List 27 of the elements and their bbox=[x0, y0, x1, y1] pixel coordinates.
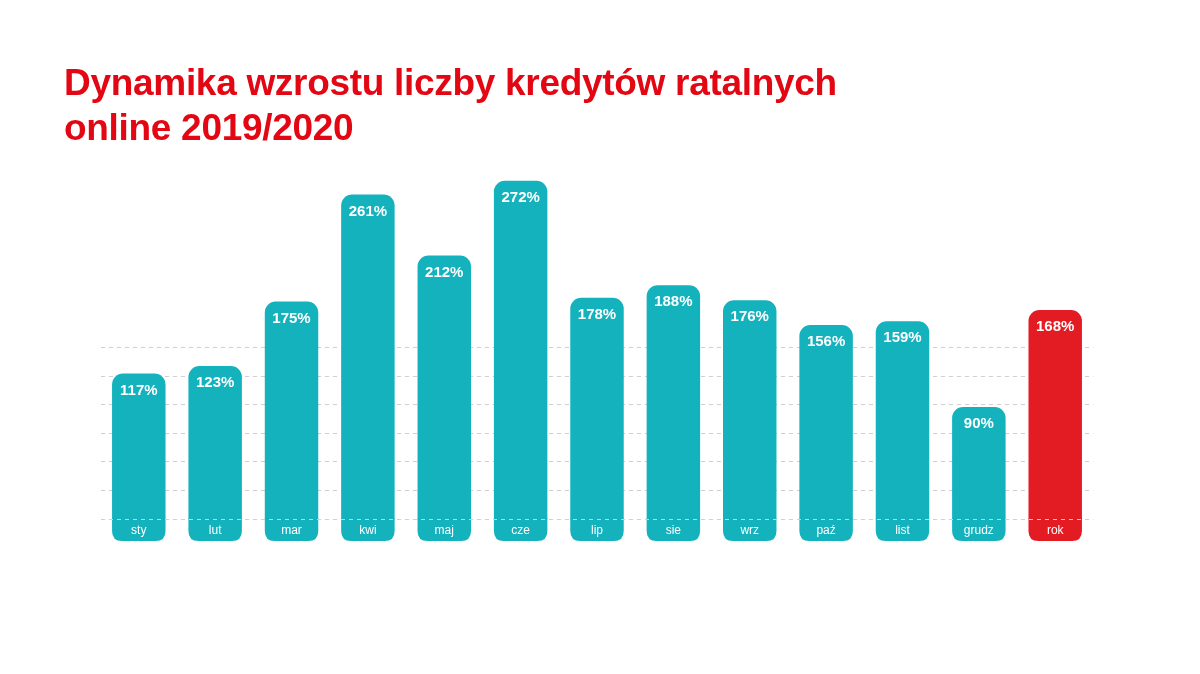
x-tick-label: mar bbox=[281, 522, 302, 537]
data-label: 90% bbox=[963, 414, 994, 432]
x-tick-label: maj bbox=[434, 522, 454, 537]
x-tick-label: list bbox=[895, 522, 911, 537]
data-label: 272% bbox=[501, 187, 540, 205]
x-tick-label: lip bbox=[590, 522, 604, 537]
data-label: 176% bbox=[730, 307, 769, 325]
x-tick-label: paź bbox=[816, 522, 836, 537]
data-label: 175% bbox=[272, 308, 311, 326]
x-tick-label: wrz bbox=[739, 522, 760, 537]
x-tick-label: kwi bbox=[359, 522, 377, 537]
x-tick-label: lut bbox=[208, 522, 223, 537]
x-tick-label: cze bbox=[511, 522, 531, 537]
data-label: 117% bbox=[120, 380, 158, 398]
data-label: 188% bbox=[654, 292, 693, 310]
data-label: 156% bbox=[806, 332, 846, 350]
data-label: 212% bbox=[425, 262, 464, 280]
data-label: 261% bbox=[348, 201, 388, 219]
data-label: 123% bbox=[195, 373, 235, 391]
x-tick-label: rok bbox=[1046, 522, 1065, 537]
data-label: 178% bbox=[577, 304, 617, 322]
chart-title: Dynamika wzrostu liczby kredytów ratalnych online 2019/2020 bbox=[64, 61, 838, 150]
x-tick-label: sie bbox=[665, 522, 682, 537]
x-tick-label: grudz bbox=[963, 522, 994, 537]
data-label: 168% bbox=[1036, 317, 1075, 335]
x-tick-label: sty bbox=[131, 522, 147, 537]
data-label: 159% bbox=[883, 328, 922, 346]
